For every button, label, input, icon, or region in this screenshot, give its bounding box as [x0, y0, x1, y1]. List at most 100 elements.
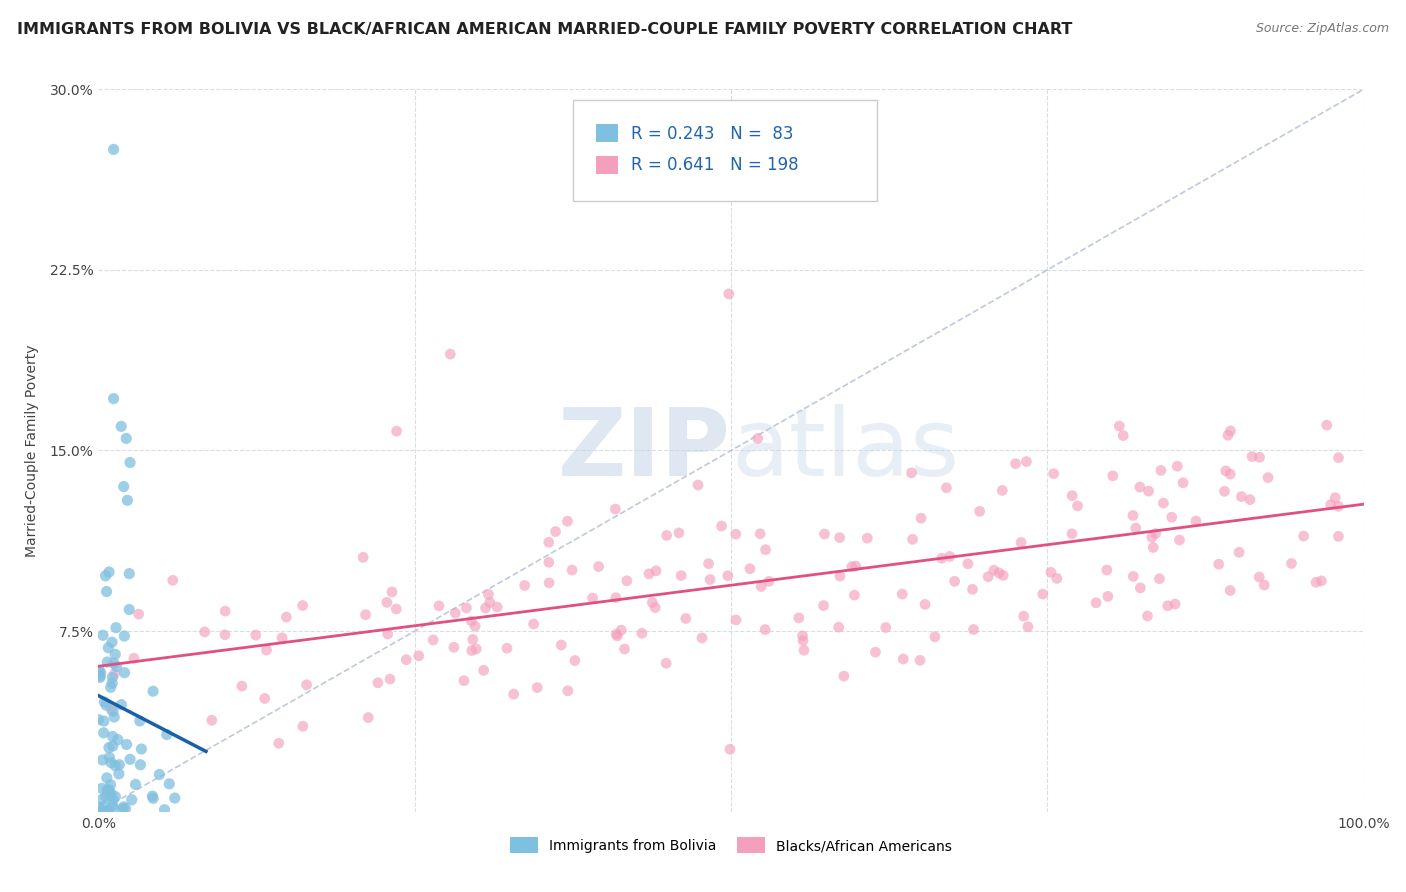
Point [522, 617, 544, 632]
Point [1149, 572, 1171, 586]
Point [1140, 530, 1163, 544]
Point [1281, 557, 1303, 571]
Point [1166, 459, 1188, 474]
Point [408, 648, 430, 663]
Point [962, 623, 984, 637]
Point [1017, 620, 1039, 634]
Point [1015, 455, 1038, 469]
Point [378, 672, 401, 686]
Point [367, 675, 389, 690]
Point [557, 683, 579, 698]
Point [89, 670, 111, 684]
Point [1108, 419, 1130, 434]
Point [793, 643, 815, 657]
Point [100, 778, 122, 792]
Point [256, 643, 278, 657]
Point [103, 793, 125, 807]
Point [841, 559, 863, 574]
Point [1327, 529, 1350, 543]
Point [93, 799, 115, 814]
Point [749, 580, 772, 594]
Point [561, 563, 583, 577]
Point [271, 631, 294, 645]
Point [564, 653, 586, 667]
Point [983, 563, 1005, 577]
Point [991, 568, 1014, 582]
Point [101, 798, 124, 813]
Text: atlas: atlas [731, 404, 959, 497]
Point [112, 629, 135, 643]
Point [101, 670, 124, 684]
Point [120, 455, 141, 469]
Point [1219, 583, 1241, 598]
Point [103, 666, 125, 681]
Point [675, 611, 697, 625]
Point [100, 756, 122, 770]
Point [787, 611, 810, 625]
Point [610, 623, 633, 637]
Point [1062, 489, 1084, 503]
Point [644, 600, 666, 615]
Point [128, 714, 150, 728]
Point [1012, 609, 1035, 624]
Point [813, 599, 835, 613]
Point [1215, 464, 1237, 478]
Y-axis label: Married-Couple Family Poverty: Married-Couple Family Poverty [24, 344, 38, 557]
Point [156, 727, 179, 741]
Point [1102, 468, 1125, 483]
Point [214, 604, 236, 618]
Point [908, 653, 931, 667]
Point [1305, 575, 1327, 590]
Point [100, 702, 122, 716]
Point [381, 585, 404, 599]
Text: R = 0.243   N =  83: R = 0.243 N = 83 [631, 125, 793, 143]
Point [717, 286, 740, 301]
Point [115, 431, 138, 445]
Point [89, 801, 111, 815]
Point [697, 557, 720, 571]
Point [655, 656, 678, 670]
Point [1066, 499, 1088, 513]
Point [1219, 424, 1241, 438]
Point [605, 591, 627, 605]
Point [460, 614, 482, 628]
Point [96, 804, 118, 818]
Point [385, 602, 408, 616]
Point [891, 652, 914, 666]
Point [1129, 480, 1152, 494]
Point [96, 584, 118, 599]
Point [792, 629, 814, 643]
Point [201, 713, 224, 727]
Point [606, 629, 628, 643]
Point [1164, 597, 1187, 611]
Point [1129, 581, 1152, 595]
Point [588, 559, 610, 574]
Point [87, 664, 110, 678]
Point [104, 648, 127, 662]
Point [550, 638, 572, 652]
Point [710, 519, 733, 533]
Point [1125, 521, 1147, 535]
Point [1039, 566, 1062, 580]
Point [93, 695, 115, 709]
Point [977, 570, 1000, 584]
Point [717, 568, 740, 582]
Point [690, 631, 713, 645]
Point [97, 740, 120, 755]
Point [758, 574, 780, 589]
Point [1144, 526, 1167, 541]
Point [865, 645, 887, 659]
Point [131, 742, 153, 756]
Point [1046, 571, 1069, 585]
Point [900, 466, 922, 480]
Point [93, 726, 115, 740]
Point [655, 528, 678, 542]
Point [142, 791, 165, 805]
Point [98, 750, 121, 764]
Point [988, 566, 1011, 580]
Point [267, 736, 290, 750]
Point [101, 635, 124, 649]
Point [101, 730, 124, 744]
Point [96, 771, 118, 785]
Point [129, 757, 152, 772]
